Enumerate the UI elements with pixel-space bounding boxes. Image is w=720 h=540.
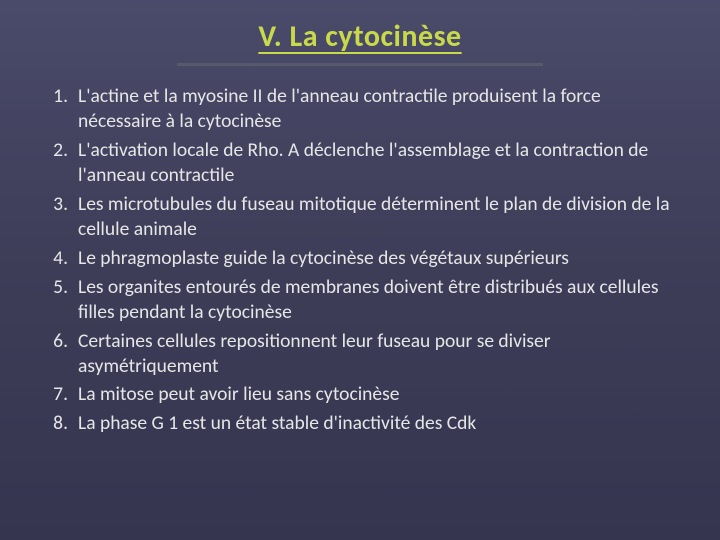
list-item: Les microtubules du fuseau mitotique dét… [64, 192, 686, 242]
list-item: L'activation locale de Rho. A déclenche … [64, 138, 686, 188]
list-item: La mitose peut avoir lieu sans cytocinès… [64, 382, 686, 407]
list-item: Le phragmoplaste guide la cytocinèse des… [64, 246, 686, 271]
list-item: L'actine et la myosine II de l'anneau co… [64, 84, 686, 134]
list-item: Les organites entourés de membranes doiv… [64, 275, 686, 325]
points-list: L'actine et la myosine II de l'anneau co… [28, 84, 692, 436]
slide-title: V. La cytocinèse [28, 18, 692, 55]
list-item: Certaines cellules repositionnent leur f… [64, 329, 686, 379]
slide-container: V. La cytocinèse L'actine et la myosine … [0, 0, 720, 540]
list-item: La phase G 1 est un état stable d'inacti… [64, 411, 686, 436]
title-divider [177, 63, 542, 66]
